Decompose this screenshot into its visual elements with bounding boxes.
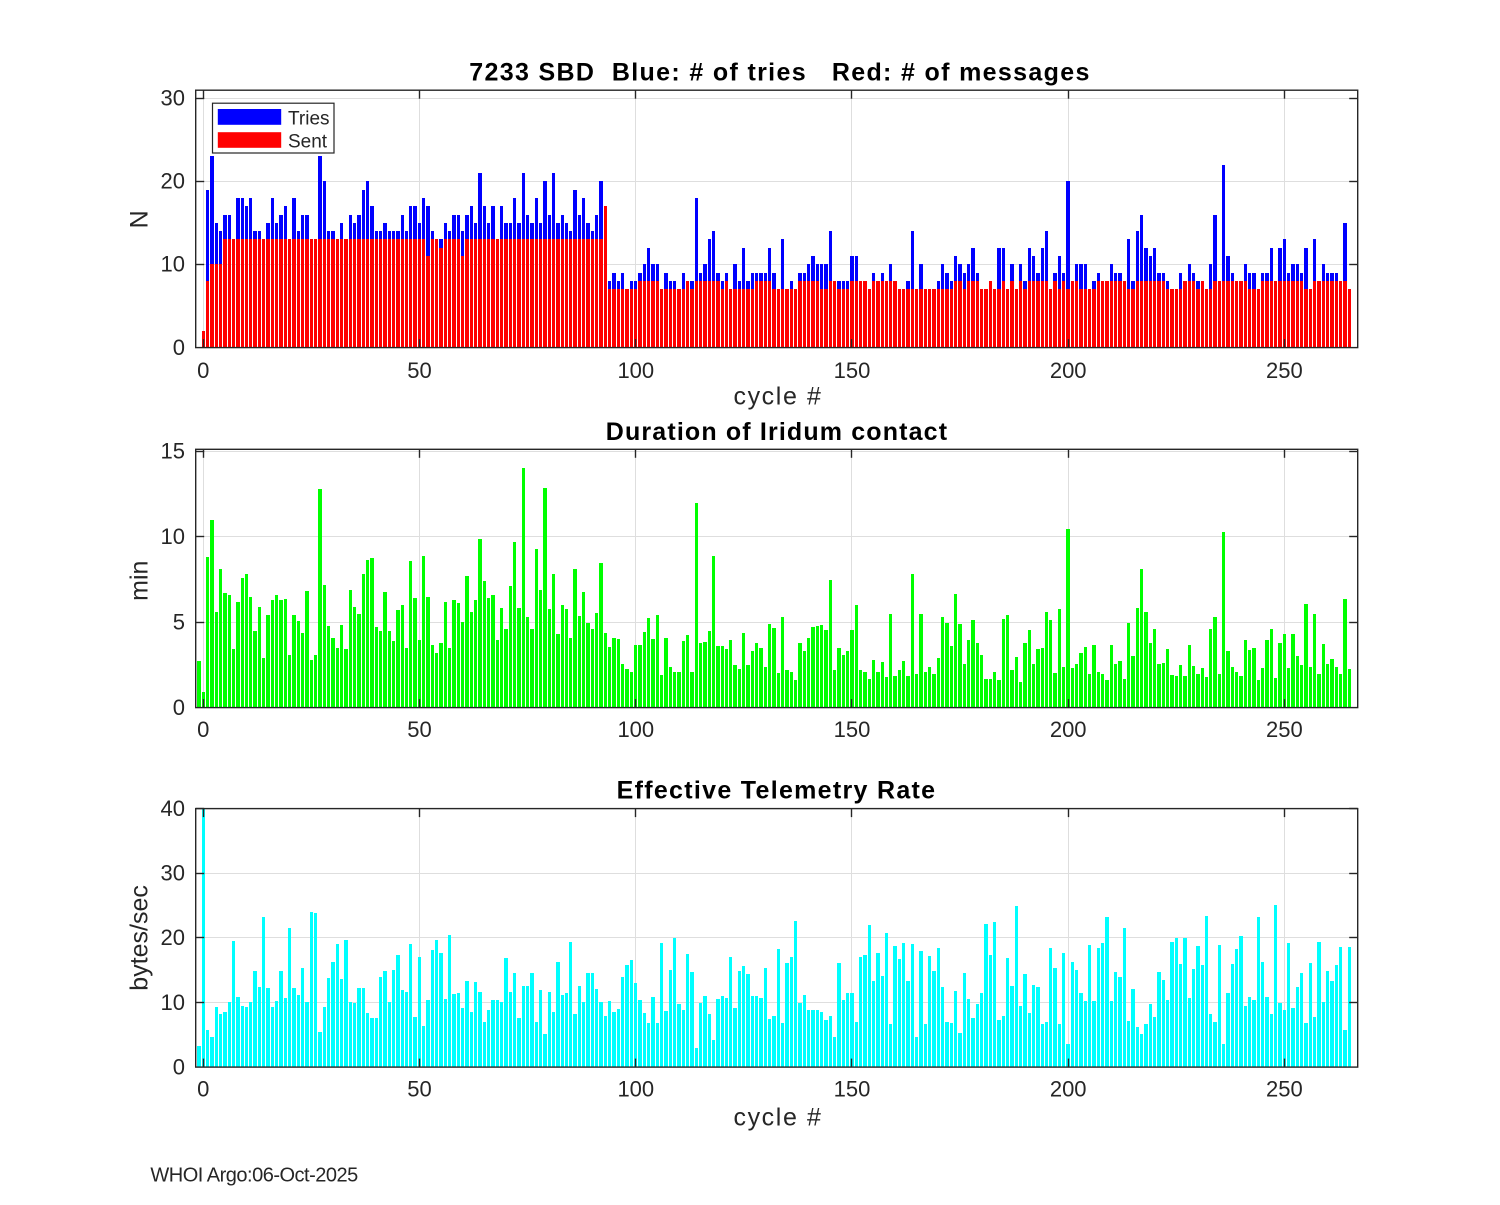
svg-text:20: 20 [161, 169, 185, 194]
svg-text:10: 10 [161, 990, 185, 1015]
svg-text:200: 200 [1050, 717, 1087, 742]
svg-text:0: 0 [197, 717, 209, 742]
svg-text:Effective Telemetry Rate: Effective Telemetry Rate [617, 776, 937, 804]
svg-text:150: 150 [834, 717, 871, 742]
svg-text:cycle #: cycle # [733, 383, 822, 411]
svg-text:30: 30 [161, 85, 185, 110]
svg-text:30: 30 [161, 861, 185, 886]
svg-text:0: 0 [197, 1076, 209, 1101]
svg-text:cycle #: cycle # [733, 1104, 822, 1132]
svg-text:250: 250 [1266, 1076, 1303, 1101]
svg-text:WHOI Argo:06-Oct-2025: WHOI Argo:06-Oct-2025 [150, 1165, 358, 1187]
svg-text:100: 100 [617, 358, 654, 383]
svg-text:bytes/sec: bytes/sec [125, 885, 153, 991]
svg-text:50: 50 [407, 717, 431, 742]
svg-text:50: 50 [407, 1076, 431, 1101]
svg-text:0: 0 [197, 358, 209, 383]
svg-text:15: 15 [161, 439, 185, 464]
svg-text:20: 20 [161, 925, 185, 950]
svg-text:10: 10 [161, 252, 185, 277]
svg-text:Sent: Sent [288, 132, 328, 153]
svg-text:Duration of Iridum contact: Duration of Iridum contact [606, 418, 948, 446]
svg-text:200: 200 [1050, 1076, 1087, 1101]
svg-text:N: N [125, 210, 153, 228]
svg-text:100: 100 [617, 1076, 654, 1101]
svg-text:0: 0 [173, 1054, 185, 1079]
svg-text:Tries: Tries [288, 108, 330, 129]
svg-text:10: 10 [161, 524, 185, 549]
svg-text:150: 150 [834, 358, 871, 383]
svg-text:7233 SBD Blue: # of tries R: 7233 SBD Blue: # of tries Red: # of mess… [469, 59, 1091, 87]
svg-text:0: 0 [173, 695, 185, 720]
svg-text:150: 150 [834, 1076, 871, 1101]
svg-text:50: 50 [407, 358, 431, 383]
svg-text:200: 200 [1050, 358, 1087, 383]
svg-text:0: 0 [173, 335, 185, 360]
svg-text:5: 5 [173, 609, 185, 634]
svg-text:250: 250 [1266, 717, 1303, 742]
svg-text:min: min [125, 561, 153, 601]
svg-text:100: 100 [617, 717, 654, 742]
svg-text:250: 250 [1266, 358, 1303, 383]
svg-text:40: 40 [161, 796, 185, 821]
